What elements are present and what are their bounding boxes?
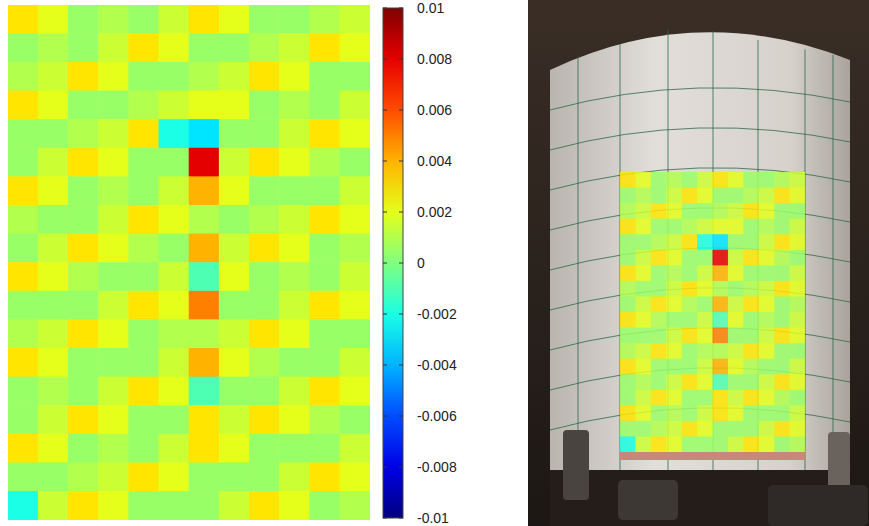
svg-text:0.01: 0.01: [417, 0, 444, 16]
svg-text:-0.008: -0.008: [417, 459, 457, 475]
svg-text:0: 0: [417, 255, 425, 271]
svg-text:-0.01: -0.01: [417, 510, 449, 526]
svg-text:-0.004: -0.004: [417, 357, 457, 373]
svg-text:0.008: 0.008: [417, 51, 452, 67]
svg-text:-0.002: -0.002: [417, 306, 457, 322]
svg-text:0.006: 0.006: [417, 102, 452, 118]
svg-text:0.002: 0.002: [417, 204, 452, 220]
svg-text:0.004: 0.004: [417, 153, 452, 169]
svg-text:-0.006: -0.006: [417, 408, 457, 424]
